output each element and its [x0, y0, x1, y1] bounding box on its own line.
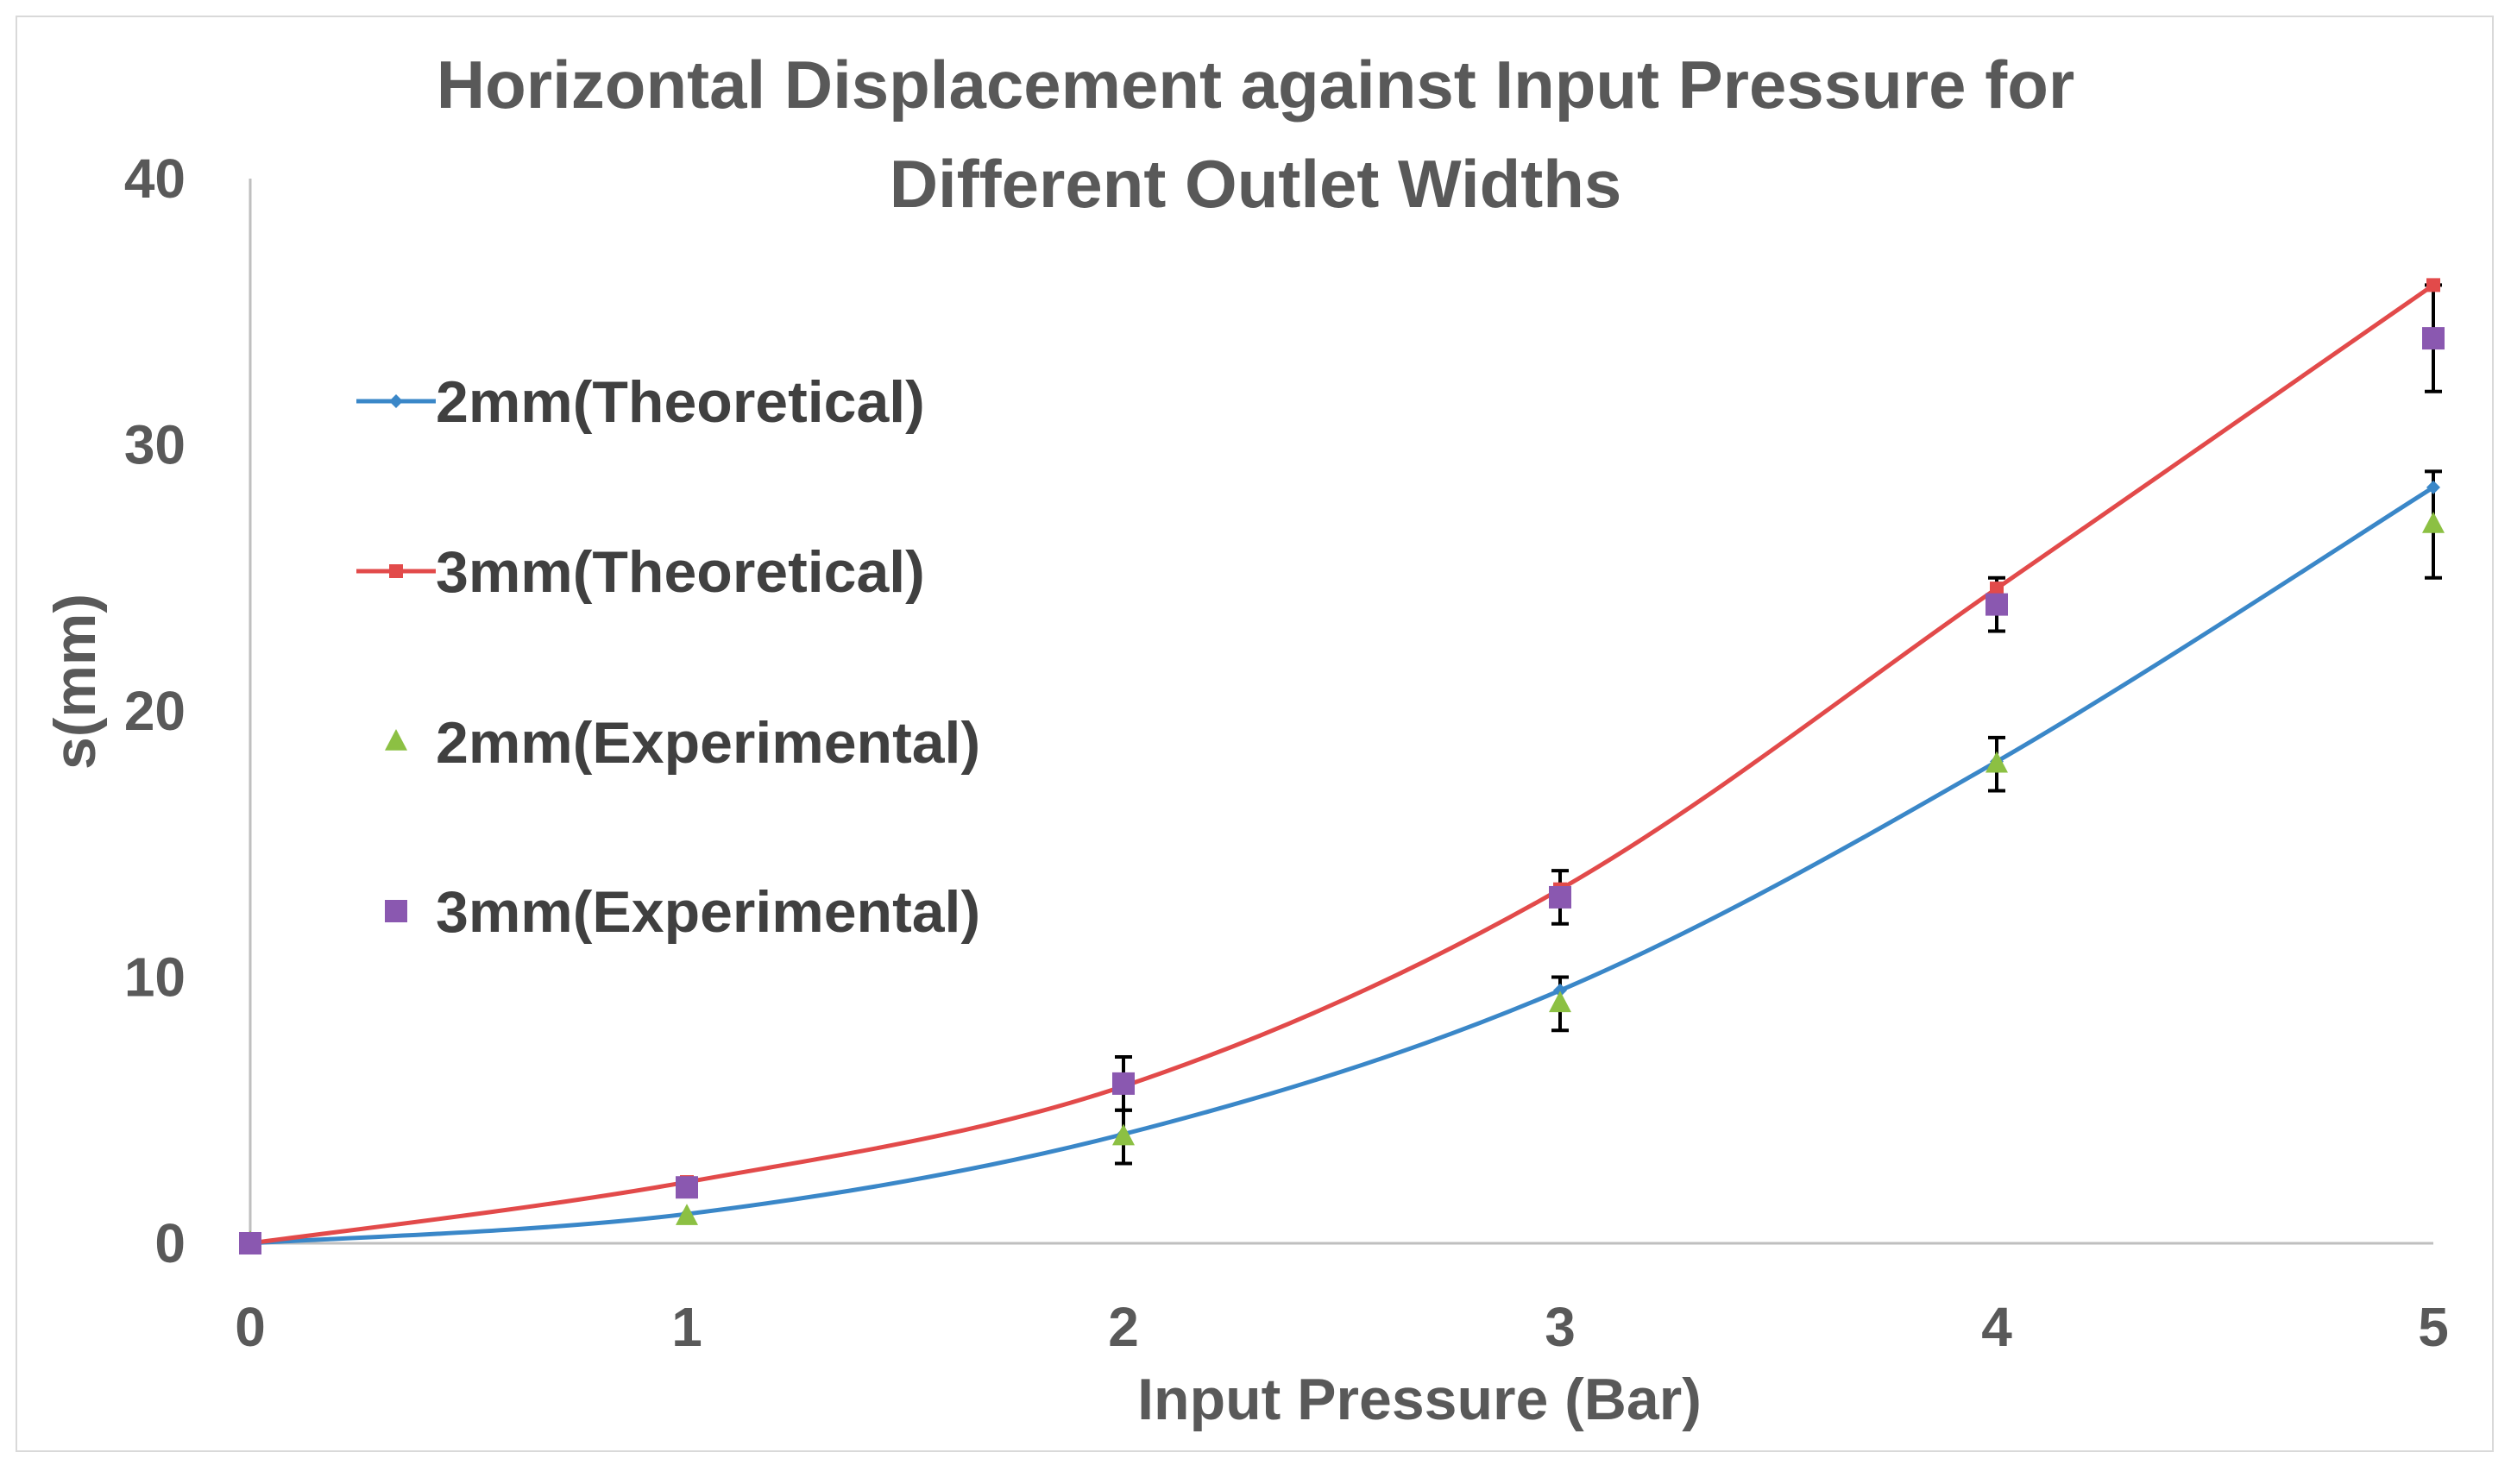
- x-axis-label: Input Pressure (Bar): [1137, 1367, 1702, 1432]
- x-tick-label: 2: [1108, 1296, 1139, 1358]
- legend-item: 3mm(Theoretical): [356, 539, 925, 605]
- chart-frame: Horizontal Displacement against Input Pr…: [16, 16, 2494, 1452]
- series-3-point: [1112, 1072, 1135, 1095]
- series-2-point: [676, 1204, 698, 1225]
- legend-label: 3mm(Theoretical): [436, 539, 925, 605]
- legend-item: 2mm(Experimental): [385, 710, 980, 776]
- series-2-point: [1549, 990, 1571, 1013]
- chart-svg: Horizontal Displacement against Input Pr…: [42, 47, 2449, 1432]
- series-line-0: [249, 485, 2435, 1246]
- series-1-marker: [2426, 278, 2440, 292]
- y-tick-label: 30: [124, 414, 186, 476]
- series-2-point: [1112, 1123, 1135, 1146]
- series-line-1: [249, 283, 2435, 1246]
- series-lines: [249, 283, 2435, 1246]
- tick-labels: 0 1 2 3 4 5 0 10 20 30 40: [124, 148, 2449, 1358]
- axes: [249, 179, 2433, 1245]
- series-1-marker: [1990, 582, 2004, 596]
- y-axis-label: s(mm): [42, 594, 108, 770]
- series-3-point: [239, 1232, 261, 1254]
- y-tick-label: 40: [124, 148, 186, 210]
- legend-marker-swatch: [385, 900, 407, 922]
- legend-marker-swatch: [389, 564, 403, 578]
- x-tick-label: 5: [2418, 1296, 2449, 1358]
- chart-title-line-2: Different Outlet Widths: [890, 146, 1622, 222]
- series-3-point: [1986, 593, 2008, 616]
- legend-item: 2mm(Theoretical): [356, 369, 925, 435]
- legend-label: 2mm(Experimental): [436, 710, 980, 776]
- x-tick-label: 4: [1981, 1296, 2012, 1358]
- legend-label: 3mm(Experimental): [436, 879, 980, 945]
- legend-item: 3mm(Experimental): [385, 879, 980, 945]
- y-tick-label: 20: [124, 680, 186, 742]
- y-tick-label: 10: [124, 946, 186, 1009]
- chart-title-line-1: Horizontal Displacement against Input Pr…: [437, 47, 2074, 123]
- y-tick-label: 0: [154, 1212, 186, 1274]
- chart-title: Horizontal Displacement against Input Pr…: [437, 47, 2074, 222]
- x-tick-label: 1: [671, 1296, 702, 1358]
- x-tick-label: 3: [1545, 1296, 1576, 1358]
- series-0-marker: [1553, 983, 1567, 997]
- series-2-point: [2422, 512, 2445, 533]
- legend-marker-swatch: [389, 394, 403, 408]
- legend: 2mm(Theoretical) 3mm(Theoretical) 2mm(Expe…: [356, 369, 980, 945]
- series-2-point: [1986, 751, 2008, 773]
- legend-marker-swatch: [385, 729, 407, 751]
- series-3-point: [1549, 885, 1571, 909]
- series-0-marker: [2426, 480, 2440, 494]
- series-3-point: [2422, 327, 2445, 350]
- series-markers: [239, 278, 2445, 1254]
- legend-label: 2mm(Theoretical): [436, 369, 925, 435]
- x-tick-label: 0: [235, 1296, 266, 1358]
- series-3-point: [676, 1176, 698, 1199]
